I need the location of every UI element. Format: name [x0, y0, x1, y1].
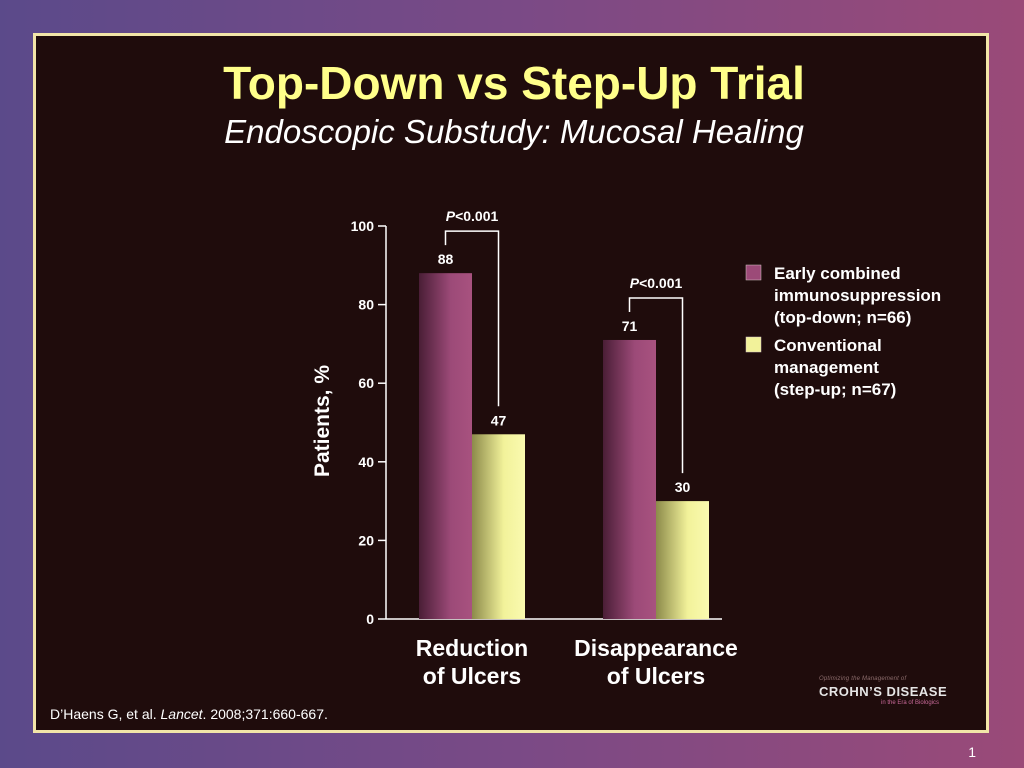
- bar-step-up: [472, 434, 525, 619]
- citation-details: . 2008;371:660-667.: [202, 706, 328, 722]
- y-tick-label: 40: [358, 454, 374, 470]
- category-label: of Ulcers: [607, 663, 705, 689]
- logo-title: CROHN’S DISEASE: [819, 684, 948, 699]
- category-label: of Ulcers: [423, 663, 521, 689]
- significance-bracket: [444, 230, 500, 407]
- bar-step-up: [656, 501, 709, 619]
- legend-label: (top-down; n=66): [774, 308, 911, 327]
- bar-value-label: 71: [622, 318, 638, 334]
- page-number: 1: [968, 744, 976, 760]
- bar-value-label: 47: [491, 412, 507, 428]
- logo-subtitle: in the Era of Biologics: [881, 700, 940, 706]
- legend-label: management: [774, 358, 879, 377]
- y-tick-label: 20: [358, 532, 374, 548]
- legend-swatch-top-down: [745, 264, 762, 281]
- crohns-disease-logo: Optimizing the Management of CROHN’S DIS…: [819, 676, 979, 706]
- y-axis-label: Patients, %: [311, 365, 334, 477]
- p-value-label: P<0.001: [630, 275, 683, 291]
- y-tick-label: 60: [358, 375, 374, 391]
- citation: D’Haens G, et al. Lancet. 2008;371:660-6…: [50, 706, 328, 722]
- bar-value-label: 30: [675, 479, 691, 495]
- citation-journal: Lancet: [160, 706, 203, 722]
- legend-label: Conventional: [774, 336, 882, 355]
- slide-title: Top-Down vs Step-Up Trial: [223, 57, 805, 109]
- category-label: Disappearance: [574, 635, 738, 661]
- legend-label: (step-up; n=67): [774, 380, 896, 399]
- legend-label: Early combined: [774, 264, 901, 283]
- y-tick-label: 100: [351, 218, 375, 234]
- slide: Top-Down vs Step-Up Trial Endoscopic Sub…: [33, 33, 989, 733]
- significance-bracket: [628, 297, 684, 474]
- citation-authors: D’Haens G, et al.: [50, 706, 161, 722]
- bar-top-down: [603, 339, 656, 619]
- slide-subtitle: Endoscopic Substudy: Mucosal Healing: [224, 113, 804, 150]
- category-label: Reduction: [416, 635, 528, 661]
- y-tick-label: 80: [358, 297, 374, 313]
- bar-value-label: 88: [438, 251, 454, 267]
- p-value-label: P<0.001: [446, 208, 499, 224]
- legend-label: immunosuppression: [774, 286, 941, 305]
- y-tick-label: 0: [366, 611, 374, 627]
- bar-top-down: [419, 273, 472, 619]
- legend-swatch-step-up: [745, 336, 762, 353]
- logo-tagline: Optimizing the Management of: [819, 676, 907, 682]
